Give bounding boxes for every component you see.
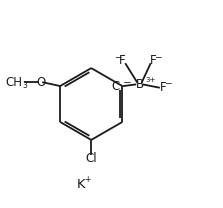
- Text: −: −: [114, 52, 122, 61]
- Text: 3+: 3+: [146, 77, 156, 83]
- Text: −: −: [123, 78, 132, 88]
- Text: +: +: [84, 175, 90, 184]
- Text: −: −: [164, 79, 171, 88]
- Text: −: −: [154, 52, 161, 61]
- Text: F: F: [160, 81, 166, 94]
- Text: 3: 3: [23, 80, 27, 89]
- Text: K: K: [77, 178, 85, 191]
- Text: Cl: Cl: [85, 152, 97, 165]
- Text: F: F: [119, 54, 125, 67]
- Text: C: C: [112, 79, 120, 93]
- Text: B: B: [135, 78, 144, 91]
- Text: CH: CH: [5, 76, 22, 89]
- Text: F: F: [149, 54, 156, 67]
- Text: O: O: [36, 76, 45, 89]
